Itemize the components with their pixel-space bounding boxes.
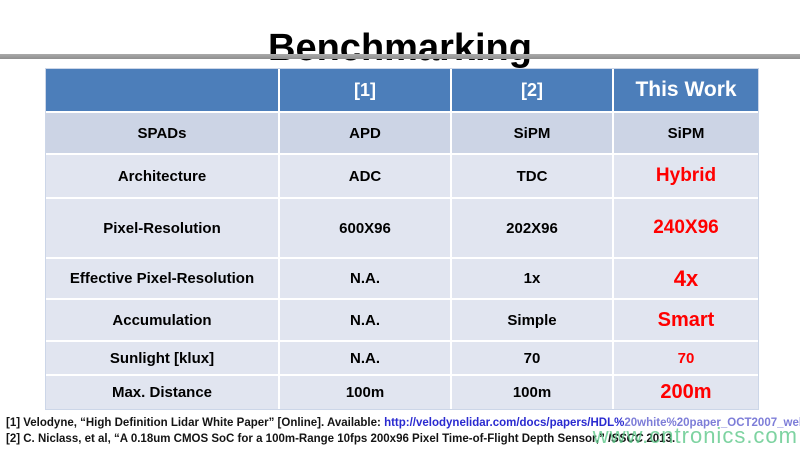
row-label: Pixel-Resolution: [46, 199, 280, 259]
title-divider: [0, 54, 800, 59]
table-cell: 200m: [614, 376, 758, 409]
column-header: This Work: [614, 69, 758, 113]
table-cell: Simple: [452, 300, 614, 342]
table-cell: 70: [614, 342, 758, 376]
table-cell: APD: [280, 113, 452, 155]
reference-1-text: [1] Velodyne, “High Definition Lidar Whi…: [6, 417, 385, 429]
row-label: SPADs: [46, 113, 280, 155]
row-label: Effective Pixel-Resolution: [46, 259, 280, 300]
references: [1] Velodyne, “High Definition Lidar Whi…: [6, 416, 800, 447]
table-cell: 240X96: [614, 199, 758, 259]
table-cell: Hybrid: [614, 155, 758, 199]
reference-1-link[interactable]: http://velodynelidar.com/docs/papers/HDL…: [384, 417, 625, 429]
table-body: SPADs APD SiPM SiPM Architecture ADC TDC Hybrid…: [46, 113, 758, 409]
table-cell: Smart: [614, 300, 758, 342]
table-cell: N.A.: [280, 300, 452, 342]
watermark: www.cntronics.com: [592, 423, 798, 448]
table-cell: 100m: [280, 376, 452, 409]
table-cell: SiPM: [452, 113, 614, 155]
table-cell: 100m: [452, 376, 614, 409]
table-cell: N.A.: [280, 342, 452, 376]
table-cell: N.A.: [280, 259, 452, 300]
table-header-row: [1] [2] This Work: [46, 69, 758, 113]
table-row: Sunlight [klux] N.A. 70 70: [46, 342, 758, 376]
table-row: Architecture ADC TDC Hybrid: [46, 155, 758, 199]
table-cell: TDC: [452, 155, 614, 199]
table-row: Max. Distance 100m 100m 200m: [46, 376, 758, 409]
reference-1: [1] Velodyne, “High Definition Lidar Whi…: [6, 416, 800, 432]
reference-1-link-tail[interactable]: 20white%20paper_OCT2007_web.pdf: [624, 417, 800, 429]
page-title: Benchmarking: [268, 27, 532, 70]
table-row: Accumulation N.A. Simple Smart: [46, 300, 758, 342]
column-header: [2]: [452, 69, 614, 113]
benchmark-table: [1] [2] This Work SPADs APD SiPM SiPM Architec…: [45, 68, 759, 410]
table-row: SPADs APD SiPM SiPM: [46, 113, 758, 155]
row-label: Accumulation: [46, 300, 280, 342]
row-label: Sunlight [klux]: [46, 342, 280, 376]
reference-2-venue: ISSCC: [608, 432, 644, 445]
table-cell: 70: [452, 342, 614, 376]
reference-2-text: [2] C. Niclass, et al, “A 0.18um CMOS So…: [6, 432, 609, 445]
table-cell: 600X96: [280, 199, 452, 259]
table-cell: 4x: [614, 259, 758, 300]
reference-2: [2] C. Niclass, et al, “A 0.18um CMOS So…: [6, 432, 800, 448]
table-cell: ADC: [280, 155, 452, 199]
row-label: Architecture: [46, 155, 280, 199]
table-cell: 1x: [452, 259, 614, 300]
reference-2-year: 2013.: [643, 432, 676, 445]
table-cell: 202X96: [452, 199, 614, 259]
corner-header: [46, 69, 280, 113]
column-header: [1]: [280, 69, 452, 113]
table-row: Effective Pixel-Resolution N.A. 1x 4x: [46, 259, 758, 300]
row-label: Max. Distance: [46, 376, 280, 409]
table-row: Pixel-Resolution 600X96 202X96 240X96: [46, 199, 758, 259]
table-cell: SiPM: [614, 113, 758, 155]
